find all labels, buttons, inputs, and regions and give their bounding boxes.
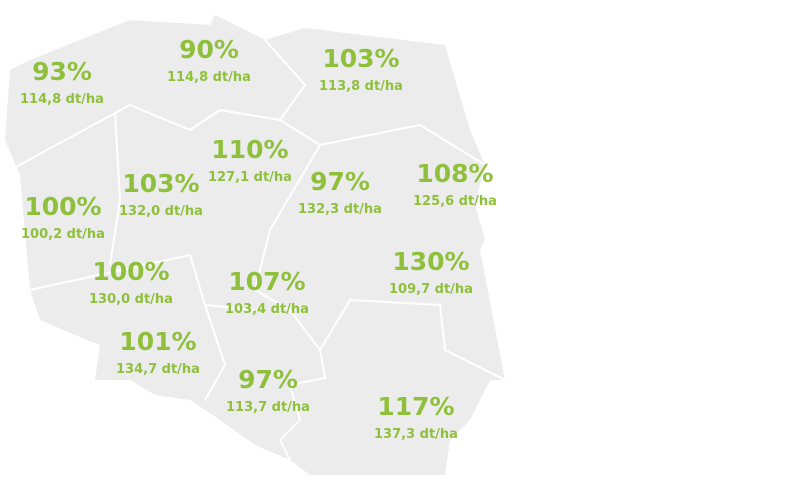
region-yield: 103,4 dt/ha [225,302,309,317]
region-yield: 113,7 dt/ha [226,400,310,415]
region-percent: 100% [24,192,101,221]
region-percent: 97% [238,365,298,394]
region-yield: 127,1 dt/ha [208,170,292,185]
region-percent: 90% [179,35,239,64]
region-yield: 132,3 dt/ha [298,202,382,217]
region-yield: 132,0 dt/ha [119,204,203,219]
region-yield: 137,3 dt/ha [374,427,458,442]
country-shape [5,15,505,475]
region-percent: 110% [211,135,288,164]
region-borders [9,39,506,461]
region-percent: 93% [32,57,92,86]
region-yield: 125,6 dt/ha [413,194,497,209]
region-yield: 130,0 dt/ha [89,292,173,307]
region-yield: 134,7 dt/ha [116,362,200,377]
region-yield: 114,8 dt/ha [20,92,104,107]
region-percent: 101% [119,327,196,356]
region-yield: 114,8 dt/ha [167,70,251,85]
region-percent: 103% [322,44,399,73]
region-percent: 130% [392,247,469,276]
region-yield: 113,8 dt/ha [319,79,403,94]
region-yield: 109,7 dt/ha [389,282,473,297]
region-labels: 93% 114,8 dt/ha 90% 114,8 dt/ha 103% 113,8 dt… [20,35,497,442]
region-percent: 97% [310,167,370,196]
region-percent: 100% [92,257,169,286]
region-percent: 107% [228,267,305,296]
region-percent: 117% [377,392,454,421]
region-percent: 103% [122,169,199,198]
region-yield: 100,2 dt/ha [21,227,105,242]
region-percent: 108% [416,159,493,188]
